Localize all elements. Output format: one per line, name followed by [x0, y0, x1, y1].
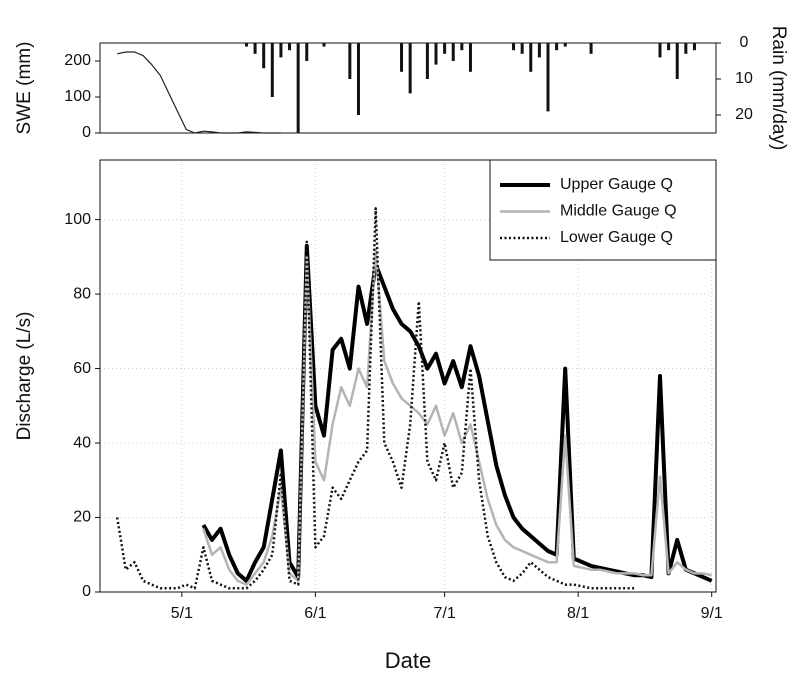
rain-bar — [529, 43, 533, 72]
x-tick-label: 5/1 — [171, 605, 193, 622]
rain-bar — [589, 43, 593, 54]
y-tick-label: 100 — [64, 211, 91, 228]
rain-bar — [520, 43, 524, 54]
plot-frame — [99, 159, 717, 593]
y-tick-label: 200 — [64, 52, 91, 69]
rain-bar — [279, 43, 283, 58]
rain-bar — [296, 43, 300, 133]
rain-bar — [305, 43, 309, 61]
y2-tick-label: 20 — [735, 106, 753, 123]
y-tick-label: 60 — [73, 360, 91, 377]
x-tick-label: 6/1 — [304, 605, 326, 622]
y2-axis-title: Rain (mm/day) — [768, 26, 789, 151]
legend: Upper Gauge Q Middle Gauge Q Lower Gauge Q — [489, 159, 717, 261]
series-line — [117, 51, 281, 134]
y-axis-title: Discharge (L/s) — [14, 312, 35, 441]
rain-bar — [253, 43, 257, 54]
rain-bar — [546, 43, 550, 112]
series-line — [115, 207, 635, 590]
rain-bar — [555, 43, 559, 51]
rain-bar — [460, 43, 464, 51]
y2-tick-label: 10 — [735, 70, 753, 87]
y-tick-label: 20 — [73, 509, 91, 526]
rain-bar — [425, 43, 429, 79]
rain-bar — [667, 43, 671, 51]
y-tick-label: 0 — [82, 124, 91, 141]
rain-bar — [563, 43, 567, 47]
x-axis-title: Date — [385, 648, 431, 673]
rain-bar — [451, 43, 455, 61]
rain-bar — [658, 43, 662, 58]
y2-tick-label: 0 — [740, 34, 749, 51]
x-tick-label: 8/1 — [567, 605, 589, 622]
rain-bar — [468, 43, 472, 72]
rain-bar — [262, 43, 266, 69]
rain-bar — [692, 43, 696, 51]
y-tick-label: 40 — [73, 434, 91, 451]
rain-bar — [270, 43, 274, 97]
rain-bar — [400, 43, 404, 72]
legend-label: Lower Gauge Q — [560, 229, 673, 246]
y-tick-label: 100 — [64, 88, 91, 105]
rain-bar — [512, 43, 516, 51]
plot-frame — [99, 42, 717, 134]
legend-label: Upper Gauge Q — [560, 176, 673, 193]
rain-bar — [348, 43, 352, 79]
rain-bar — [408, 43, 412, 94]
rain-bar — [675, 43, 679, 79]
y-tick-label: 80 — [73, 285, 91, 302]
rain-bar — [356, 43, 360, 115]
x-tick-label: 9/1 — [701, 605, 723, 622]
legend-label: Middle Gauge Q — [560, 203, 677, 220]
y-tick-label: 0 — [82, 583, 91, 600]
y-axis-title: SWE (mm) — [14, 42, 35, 135]
rain-bar — [244, 43, 248, 47]
rain-bar — [434, 43, 438, 65]
rain-bar — [684, 43, 688, 54]
rain-bar — [322, 43, 326, 47]
legend-box — [489, 159, 717, 261]
rain-bar — [537, 43, 541, 58]
rain-bar — [443, 43, 447, 54]
x-tick-label: 7/1 — [433, 605, 455, 622]
rain-bar — [288, 43, 292, 51]
